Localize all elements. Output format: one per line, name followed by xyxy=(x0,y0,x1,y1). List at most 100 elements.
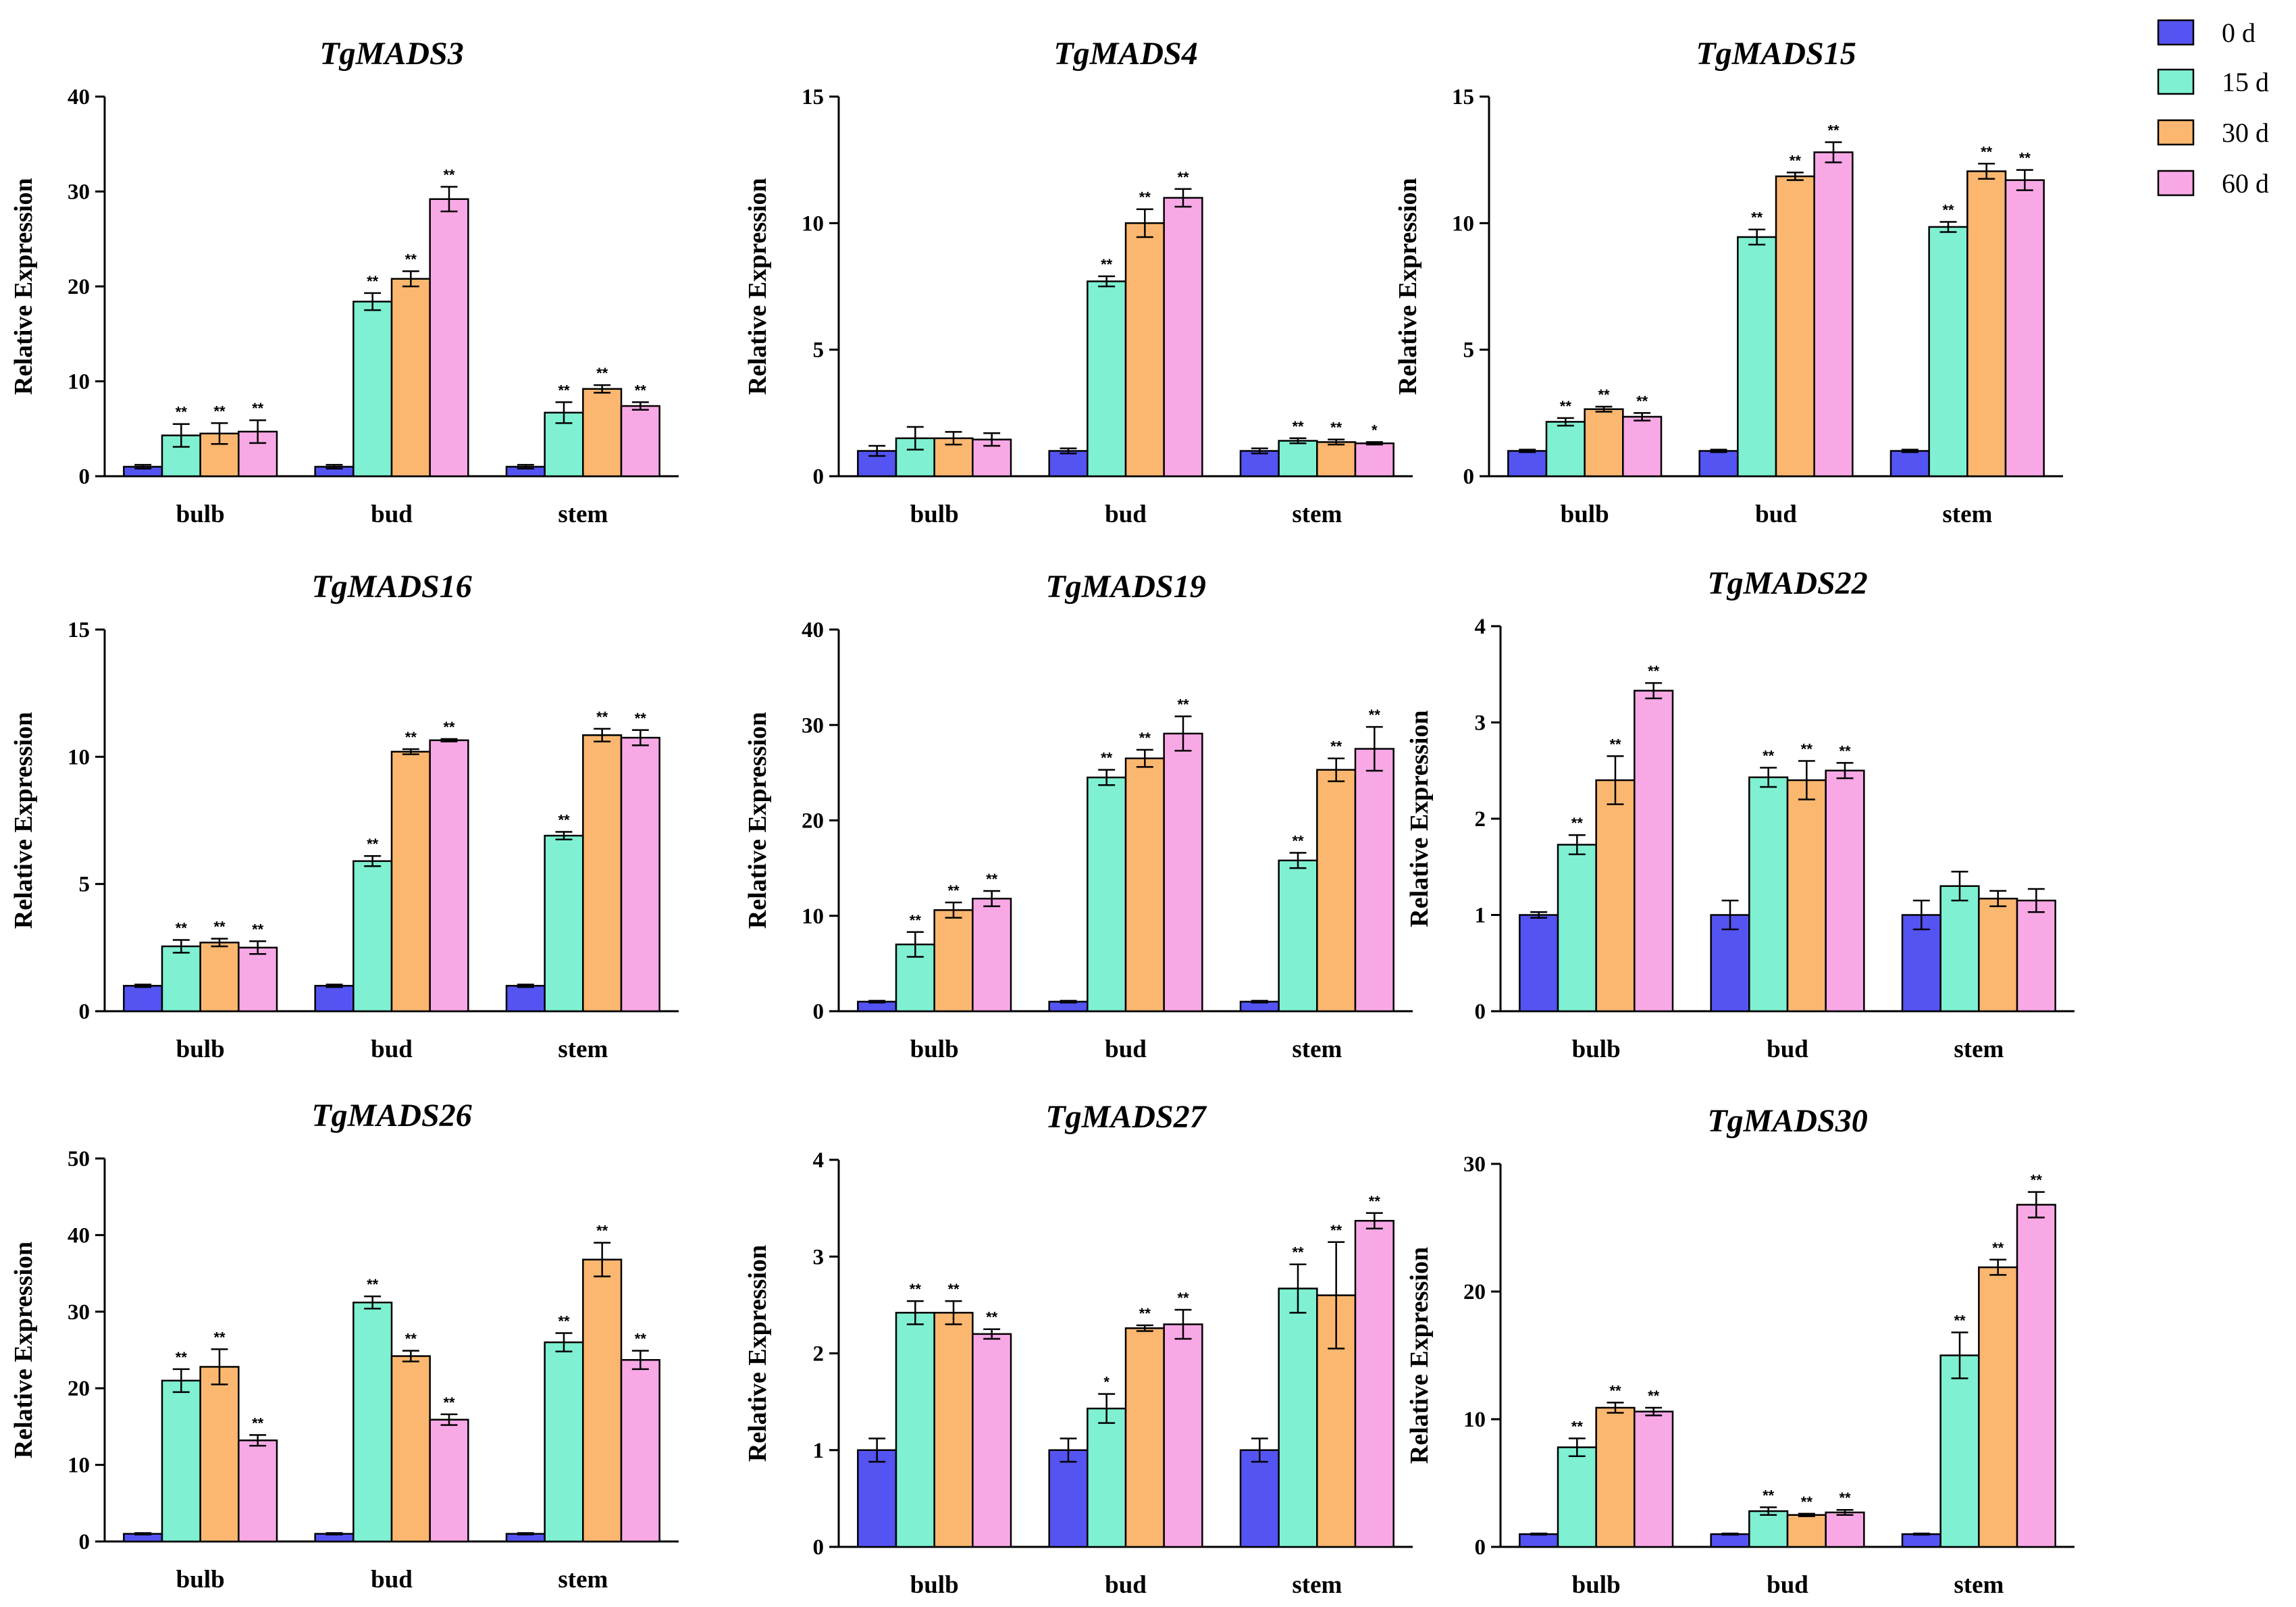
bar xyxy=(933,909,974,1013)
significance-marker: ** xyxy=(910,1281,922,1298)
y-tick-label: 15 xyxy=(802,85,824,109)
bar xyxy=(353,860,393,1013)
x-category-label: bud xyxy=(371,501,413,528)
y-tick-label: 10 xyxy=(68,370,90,394)
bar xyxy=(1634,690,1674,1013)
bar xyxy=(1978,1266,2018,1548)
significance-marker: ** xyxy=(1177,1290,1189,1306)
bar xyxy=(429,198,469,478)
bar xyxy=(1775,175,1815,478)
x-category-label: bud xyxy=(1105,1571,1147,1599)
y-tick-label: 4 xyxy=(1475,615,1486,639)
bar xyxy=(582,388,623,478)
y-tick-label: 10 xyxy=(68,1454,90,1478)
bar xyxy=(1595,1406,1636,1548)
legend-swatch-0d xyxy=(2157,19,2195,46)
y-tick-label: 40 xyxy=(68,1223,90,1248)
bar xyxy=(390,278,431,478)
significance-marker: ** xyxy=(1790,152,1802,169)
significance-marker: ** xyxy=(1827,122,1840,138)
bar xyxy=(1354,442,1394,478)
panel-title: TgMADS4 xyxy=(1053,36,1197,72)
significance-marker: ** xyxy=(176,1349,188,1366)
y-tick-label: 15 xyxy=(1452,85,1474,109)
panel-tgmads22: TgMADS22 Relative Expression 0 1 2 3 4 ** ** ** bu… xyxy=(1405,565,2075,1063)
significance-marker: ** xyxy=(1292,418,1304,435)
bar xyxy=(429,739,469,1013)
significance-marker: ** xyxy=(252,921,264,938)
significance-marker: ** xyxy=(1292,833,1304,850)
bar xyxy=(620,405,660,478)
significance-marker: ** xyxy=(910,912,922,929)
x-category-label: stem xyxy=(1292,1571,1342,1599)
legend-label-30d: 30 d xyxy=(2222,118,2269,148)
legend: 0 d 15 d 30 d 60 d xyxy=(2157,18,2269,199)
bar xyxy=(620,1358,660,1543)
x-category-label: bulb xyxy=(1572,1036,1621,1063)
significance-marker: ** xyxy=(1101,750,1113,767)
panel-title: TgMADS16 xyxy=(311,569,471,605)
bar xyxy=(1698,450,1739,478)
legend-swatch-60d xyxy=(2157,170,2195,197)
bar xyxy=(544,834,584,1013)
y-tick-label: 0 xyxy=(813,1000,825,1024)
significance-marker: ** xyxy=(1330,419,1342,436)
significance-marker: ** xyxy=(596,709,608,725)
bar xyxy=(1557,844,1597,1013)
bar xyxy=(1939,1354,1980,1548)
bar xyxy=(1710,1533,1750,1548)
panel-tgmads15: TgMADS15 Relative Expression 0 5 10 15 ** ** ** b… xyxy=(1394,36,2063,528)
bar xyxy=(123,985,163,1013)
significance-marker: * xyxy=(1103,1374,1110,1391)
y-tick-label: 2 xyxy=(813,1342,825,1367)
x-category-label: bud xyxy=(1767,1036,1808,1063)
x-category-label: bulb xyxy=(910,501,959,528)
bar xyxy=(1825,769,1865,1013)
panel-tgmads16: TgMADS16 Relative Expression 0 5 10 15 ** ** ** b… xyxy=(9,569,679,1063)
x-category-label: stem xyxy=(558,501,608,528)
bar xyxy=(1354,748,1394,1013)
y-tick-label: 5 xyxy=(1463,338,1475,363)
significance-marker: ** xyxy=(2031,1172,2043,1189)
y-tick-label: 10 xyxy=(802,904,824,929)
bar xyxy=(1634,1410,1674,1548)
y-tick-label: 0 xyxy=(79,1530,90,1554)
significance-marker: ** xyxy=(1330,738,1342,755)
significance-marker: ** xyxy=(1801,741,1813,758)
bar xyxy=(1354,1219,1394,1548)
panel-tgmads26: TgMADS26 Relative Expression 0 10 20 30 40 50 **… xyxy=(9,1098,679,1593)
bar xyxy=(1163,197,1203,478)
bar xyxy=(544,1341,584,1543)
significance-marker: ** xyxy=(1981,143,1993,160)
bar xyxy=(1966,170,2007,478)
significance-marker: * xyxy=(1372,422,1378,438)
y-tick-label: 0 xyxy=(79,465,90,489)
y-tick-label: 3 xyxy=(813,1245,825,1269)
bar xyxy=(1278,440,1318,478)
bar xyxy=(238,1439,278,1543)
significance-marker: ** xyxy=(986,871,998,888)
significance-marker: ** xyxy=(443,166,455,183)
y-tick-label: 2 xyxy=(1475,807,1486,832)
significance-marker: ** xyxy=(1560,398,1572,415)
significance-marker: ** xyxy=(367,273,379,290)
bar xyxy=(161,945,201,1013)
y-axis-label: Relative Expression xyxy=(1405,1247,1434,1464)
bar xyxy=(582,1258,623,1543)
significance-marker: ** xyxy=(1177,696,1189,713)
bar xyxy=(1786,1514,1827,1548)
bar xyxy=(1519,914,1559,1013)
significance-marker: ** xyxy=(176,404,188,421)
y-tick-label: 0 xyxy=(1463,465,1475,489)
bar xyxy=(1124,1327,1165,1548)
significance-marker: ** xyxy=(1609,1382,1621,1399)
significance-marker: ** xyxy=(1598,386,1610,403)
bar xyxy=(314,985,355,1013)
significance-marker: ** xyxy=(405,729,417,746)
y-tick-label: 1 xyxy=(813,1439,825,1463)
bar xyxy=(1124,222,1165,478)
y-axis-label: Relative Expression xyxy=(743,712,772,929)
bar xyxy=(1748,776,1789,1013)
